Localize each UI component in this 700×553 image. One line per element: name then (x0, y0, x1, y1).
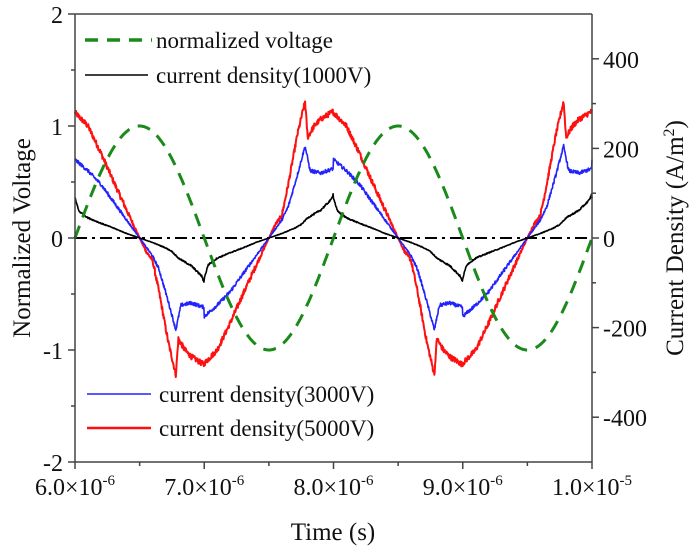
left-y-tick-label: 1 (51, 115, 63, 141)
right-y-tick-label: 0 (603, 227, 615, 253)
legend-label-3000v: current density(3000V) (159, 382, 374, 407)
x-tick-label: 6.0×10-6 (35, 473, 116, 501)
x-tick-label-exponent: -6 (490, 473, 503, 489)
legend-top: normalized voltage current density(1000V… (85, 28, 371, 88)
plot-area (73, 100, 594, 379)
right-y-axis-title: Current Density (A/m2) (661, 120, 689, 356)
left-y-axis-title: Normalized Voltage (9, 138, 36, 338)
series-line-current-density-5000v (74, 100, 593, 379)
right-y-tick-label: -200 (603, 317, 647, 343)
left-y-tick-label: -2 (43, 451, 63, 477)
x-axis-title: Time (s) (291, 519, 376, 546)
legend-label-1000v: current density(1000V) (156, 63, 371, 88)
x-tick-label-exponent: -6 (103, 473, 116, 489)
right-y-axis-title-main: Current Density (A/m (662, 136, 689, 356)
right-y-tick-label: -400 (603, 406, 647, 432)
left-y-tick-label: 2 (51, 3, 63, 29)
right-y-tick-label: 400 (603, 48, 639, 74)
x-tick-label: 9.0×10-6 (423, 473, 504, 501)
right-y-tick-label: 200 (603, 137, 639, 163)
series-line-current-density-3000v (74, 143, 593, 332)
x-tick-label-mantissa: 7.0×10 (164, 475, 232, 501)
axes: 6.0×10-6 7.0×10-6 8.0×10-6 9.0×10-6 1.0×10-5… (35, 3, 647, 501)
left-y-tick-label: 0 (51, 227, 63, 253)
legend-bottom: current density(3000V) current density(5… (87, 382, 374, 441)
legend-label-5000v: current density(5000V) (159, 416, 374, 441)
series-line-current-density-1000v (74, 193, 593, 283)
x-tick-label-mantissa: 9.0×10 (423, 475, 491, 501)
x-tick-label-exponent: -6 (361, 473, 374, 489)
x-tick-label-mantissa: 6.0×10 (35, 475, 103, 501)
legend-label-voltage: normalized voltage (156, 28, 333, 53)
left-y-tick-label: -1 (43, 339, 63, 365)
x-tick-label: 1.0×10-5 (552, 473, 632, 501)
x-tick-label-exponent: -5 (620, 473, 633, 489)
right-y-axis-title-sup: 2 (661, 128, 678, 136)
series-line-normalized-voltage (73, 124, 594, 352)
x-tick-label-exponent: -6 (232, 473, 245, 489)
right-y-axis-title-end: ) (662, 120, 689, 128)
x-tick-label-mantissa: 8.0×10 (293, 475, 361, 501)
x-tick-label-mantissa: 1.0×10 (552, 475, 620, 501)
x-tick-label: 8.0×10-6 (293, 473, 374, 501)
x-tick-label: 7.0×10-6 (164, 473, 245, 501)
